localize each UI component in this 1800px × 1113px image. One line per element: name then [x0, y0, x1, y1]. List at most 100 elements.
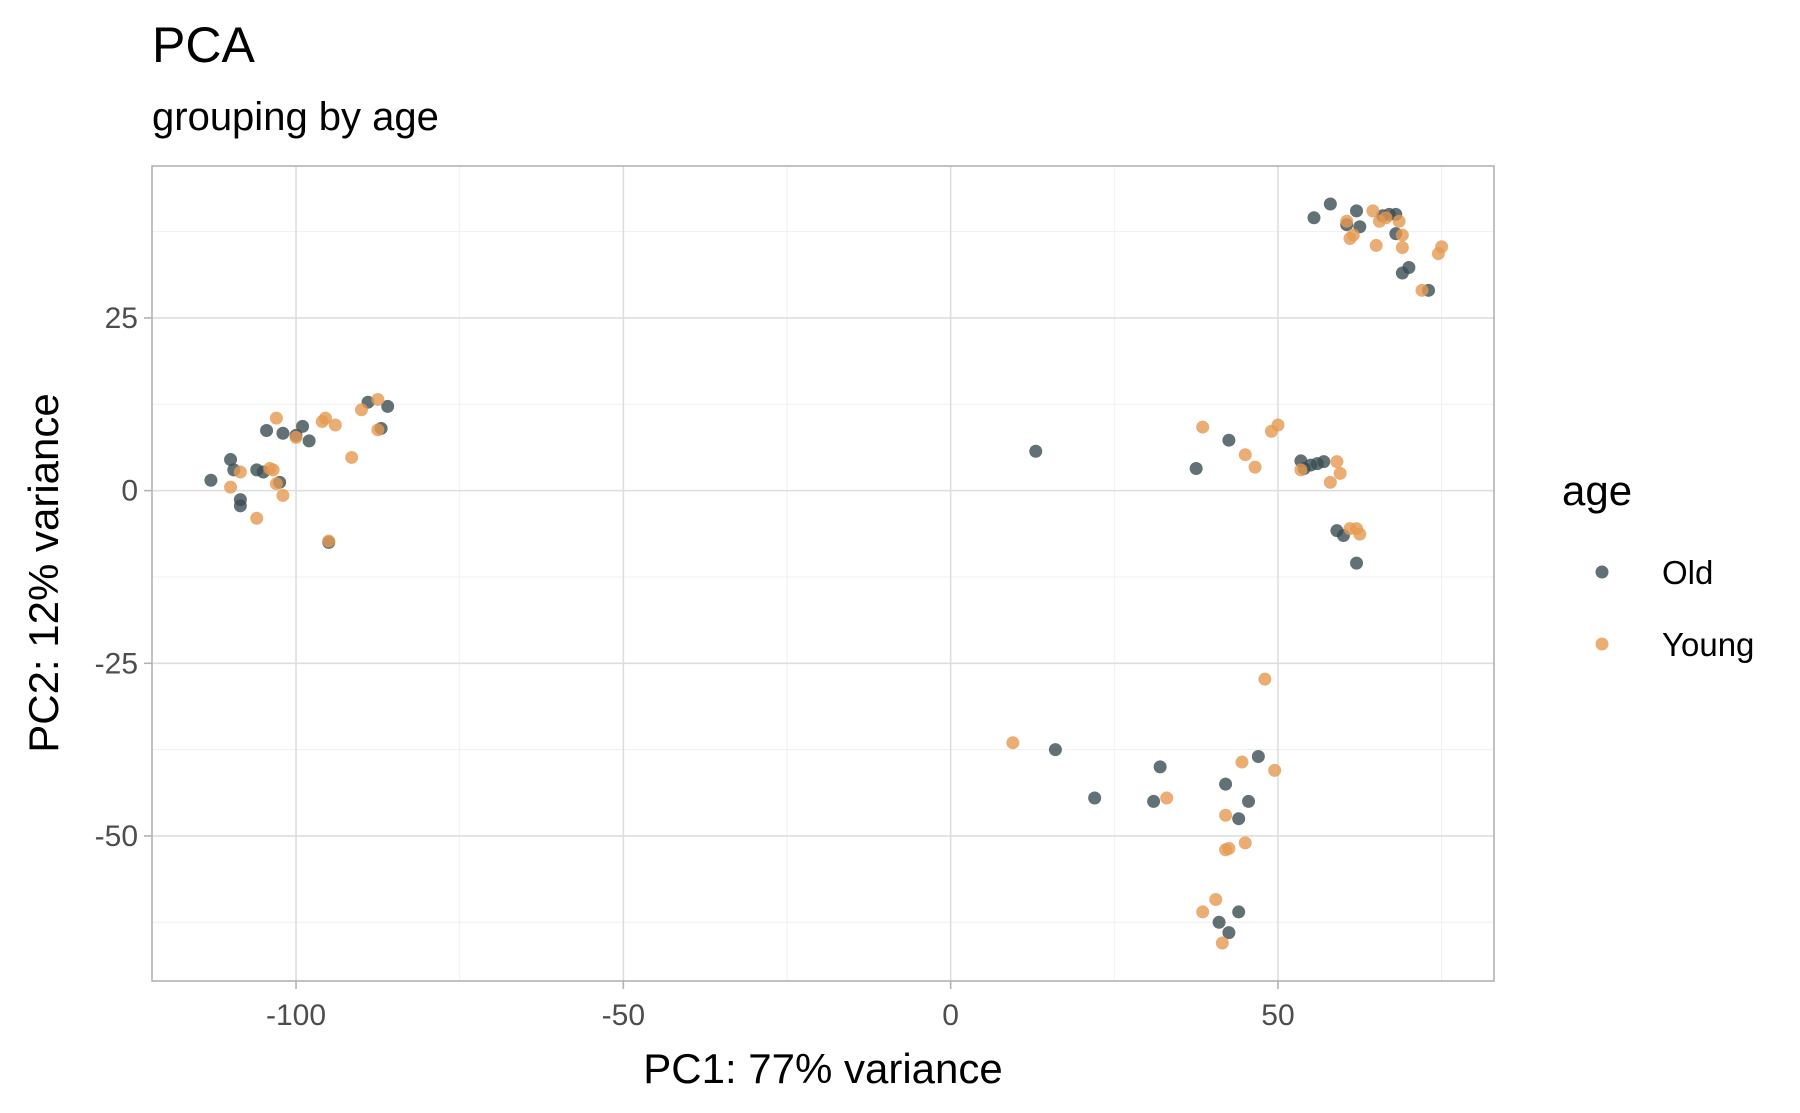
data-point-young	[1215, 936, 1229, 950]
data-point-young	[371, 392, 385, 406]
data-point-old	[1232, 812, 1246, 826]
data-point-young	[1415, 283, 1429, 297]
data-point-old	[1153, 760, 1167, 774]
data-point-old	[1232, 905, 1246, 919]
y-axis-title: PC2: 12% variance	[20, 393, 67, 753]
data-point-old	[1029, 444, 1043, 458]
data-point-young	[1333, 466, 1347, 480]
data-point-old	[1222, 926, 1236, 940]
data-point-old	[1048, 743, 1062, 757]
data-point-old	[224, 453, 238, 467]
data-point-old	[1323, 197, 1337, 211]
data-point-old	[1317, 455, 1331, 469]
data-point-young	[322, 534, 336, 548]
data-point-young	[1238, 836, 1252, 850]
data-point-young	[1160, 791, 1174, 805]
data-point-young	[1340, 214, 1354, 228]
data-point-young	[1323, 475, 1337, 489]
data-point-old	[1402, 261, 1416, 275]
data-point-old	[296, 419, 310, 433]
x-tick-label: 50	[1261, 999, 1294, 1032]
data-point-young	[1330, 455, 1344, 469]
data-point-old	[302, 434, 316, 448]
data-point-old	[1350, 204, 1364, 218]
data-point-old	[204, 473, 218, 487]
y-tick-label: -25	[95, 647, 138, 680]
data-point-old	[1212, 915, 1226, 929]
data-point-young	[276, 488, 290, 502]
chart-title: PCA	[152, 17, 255, 73]
x-tick-label: -50	[602, 999, 645, 1032]
legend-key-old	[1595, 565, 1609, 579]
data-point-old	[1242, 794, 1256, 808]
data-point-young	[1196, 420, 1210, 434]
data-point-old	[276, 426, 290, 440]
data-point-old	[1189, 462, 1203, 476]
data-point-young	[1006, 736, 1020, 750]
data-point-young	[328, 418, 342, 432]
data-point-young	[233, 465, 247, 479]
legend: age Old Young	[1562, 467, 1754, 663]
data-point-young	[250, 511, 264, 525]
x-axis-ticks: -100 -50 0 50	[266, 981, 1295, 1032]
data-point-young	[269, 477, 283, 491]
data-point-young	[1366, 204, 1380, 218]
x-tick-label: 0	[942, 999, 959, 1032]
data-point-young	[1248, 460, 1262, 474]
data-point-old	[1088, 791, 1102, 805]
data-points	[204, 197, 1449, 950]
data-point-old	[1251, 750, 1265, 764]
data-point-young	[1395, 241, 1409, 254]
data-point-young	[266, 463, 280, 477]
data-point-young	[1392, 214, 1406, 228]
data-point-young	[1379, 211, 1393, 225]
data-point-old	[381, 399, 395, 413]
data-point-young	[1196, 905, 1210, 919]
data-point-young	[1395, 228, 1409, 242]
legend-items: Old Young	[1595, 554, 1754, 663]
series-old	[204, 197, 1436, 940]
data-point-young	[1268, 763, 1282, 777]
data-point-young	[1258, 672, 1272, 686]
data-point-young	[269, 411, 283, 425]
data-point-young	[1346, 228, 1360, 242]
y-tick-label: 25	[105, 302, 138, 335]
x-tick-label: -100	[266, 999, 326, 1032]
data-point-young	[1353, 527, 1367, 541]
grid	[152, 166, 1494, 981]
legend-label-young: Young	[1662, 626, 1754, 663]
data-point-young	[371, 423, 385, 437]
y-tick-label: 0	[121, 475, 138, 508]
data-point-young	[1435, 240, 1449, 254]
data-point-young	[1209, 893, 1223, 906]
data-point-young	[289, 430, 303, 444]
data-point-young	[318, 411, 332, 425]
y-tick-label: -50	[95, 820, 138, 853]
data-point-young	[1222, 841, 1236, 855]
data-point-old	[1307, 211, 1321, 225]
data-point-young	[1238, 448, 1252, 462]
data-point-old	[1219, 777, 1233, 791]
data-point-young	[224, 480, 238, 494]
data-point-young	[1271, 418, 1285, 432]
plot-panel-border	[151, 165, 1495, 982]
x-axis-title: PC1: 77% variance	[643, 1045, 1003, 1092]
data-point-old	[260, 424, 274, 438]
legend-label-old: Old	[1662, 554, 1713, 591]
data-point-young	[345, 450, 359, 464]
data-point-old	[233, 499, 247, 513]
data-point-old	[1222, 433, 1236, 447]
series-young	[224, 204, 1449, 950]
legend-key-young	[1595, 637, 1609, 651]
data-point-young	[354, 403, 368, 417]
data-point-old	[1147, 794, 1161, 808]
chart-subtitle: grouping by age	[152, 95, 439, 139]
data-point-old	[1350, 556, 1364, 570]
y-axis-ticks: -50 -25 0 25	[95, 302, 152, 853]
data-point-young	[1294, 463, 1308, 477]
data-point-young	[1219, 808, 1233, 822]
data-point-young	[1235, 755, 1249, 769]
data-point-young	[1369, 238, 1383, 252]
legend-title: age	[1562, 467, 1632, 514]
